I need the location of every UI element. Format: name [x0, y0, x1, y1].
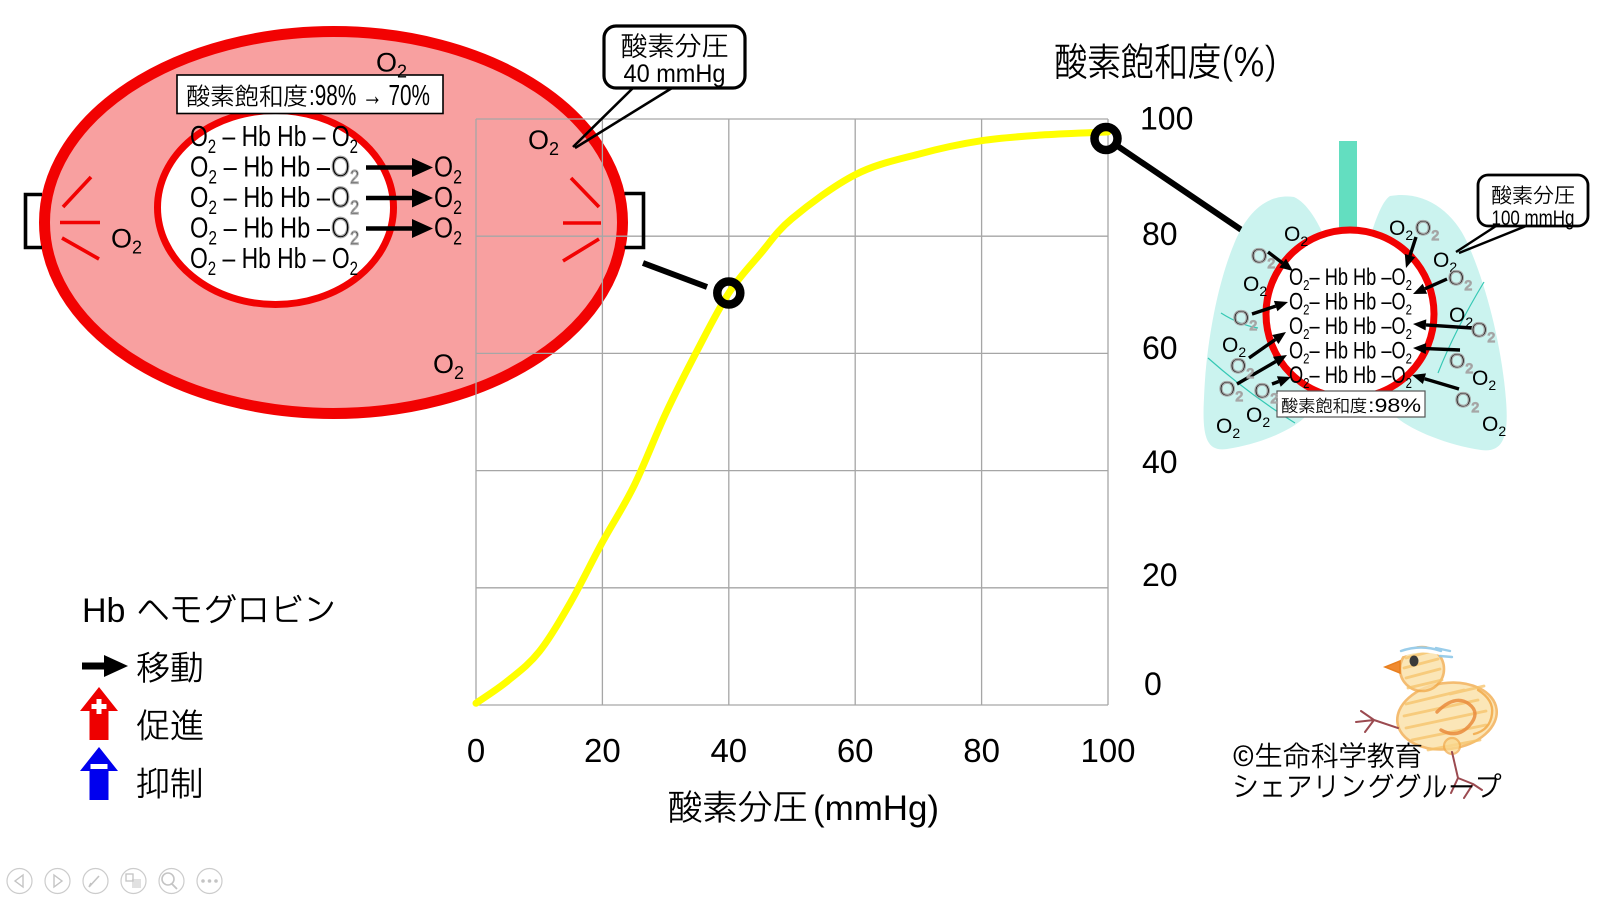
- svg-text:80: 80: [963, 732, 1000, 769]
- svg-text:O2– Hb Hb –O2: O2– Hb Hb –O2: [1289, 313, 1412, 343]
- svg-text:100: 100: [1080, 732, 1135, 769]
- svg-text:20: 20: [1142, 557, 1178, 593]
- svg-text:40: 40: [710, 732, 747, 769]
- svg-text:O2: O2: [1216, 415, 1240, 441]
- svg-text:O2: O2: [1251, 245, 1275, 271]
- svg-text:O2: O2: [1415, 217, 1439, 243]
- svg-text::98% → 70%: :98% → 70%: [309, 80, 430, 112]
- svg-text:60: 60: [837, 732, 874, 769]
- svg-text:20: 20: [584, 732, 621, 769]
- svg-text:O2: O2: [1254, 380, 1278, 406]
- svg-text:O2: O2: [434, 152, 462, 189]
- svg-text:O2 – Hb Hb – O2: O2 – Hb Hb – O2: [190, 243, 358, 280]
- svg-text:O2 – Hb Hb – O2: O2 – Hb Hb – O2: [190, 121, 358, 158]
- svg-text:O2 – Hb Hb –: O2 – Hb Hb –: [190, 152, 331, 189]
- svg-text:O2: O2: [1230, 355, 1254, 381]
- svg-text:O2– Hb Hb –O2: O2– Hb Hb –O2: [1289, 362, 1412, 392]
- svg-text:(mmHg): (mmHg): [813, 789, 939, 828]
- svg-text:40: 40: [1142, 444, 1178, 480]
- svg-text:O2– Hb Hb –O2: O2– Hb Hb –O2: [1289, 289, 1412, 319]
- svg-text:80: 80: [1142, 216, 1178, 252]
- svg-text:40 mmHg: 40 mmHg: [624, 60, 726, 88]
- svg-text:60: 60: [1142, 330, 1178, 366]
- svg-text::98%: :98%: [1368, 396, 1421, 417]
- svg-text:O2– Hb Hb –O2: O2– Hb Hb –O2: [1289, 338, 1412, 368]
- svg-text:0: 0: [1144, 666, 1162, 702]
- svg-text:Hb: Hb: [82, 592, 125, 630]
- svg-text:100 mmHg: 100 mmHg: [1492, 207, 1575, 230]
- svg-text:0: 0: [467, 732, 485, 769]
- svg-text:O2– Hb Hb –O2: O2– Hb Hb –O2: [1289, 264, 1412, 294]
- svg-text:O2: O2: [376, 48, 407, 82]
- svg-text:100: 100: [1140, 101, 1193, 137]
